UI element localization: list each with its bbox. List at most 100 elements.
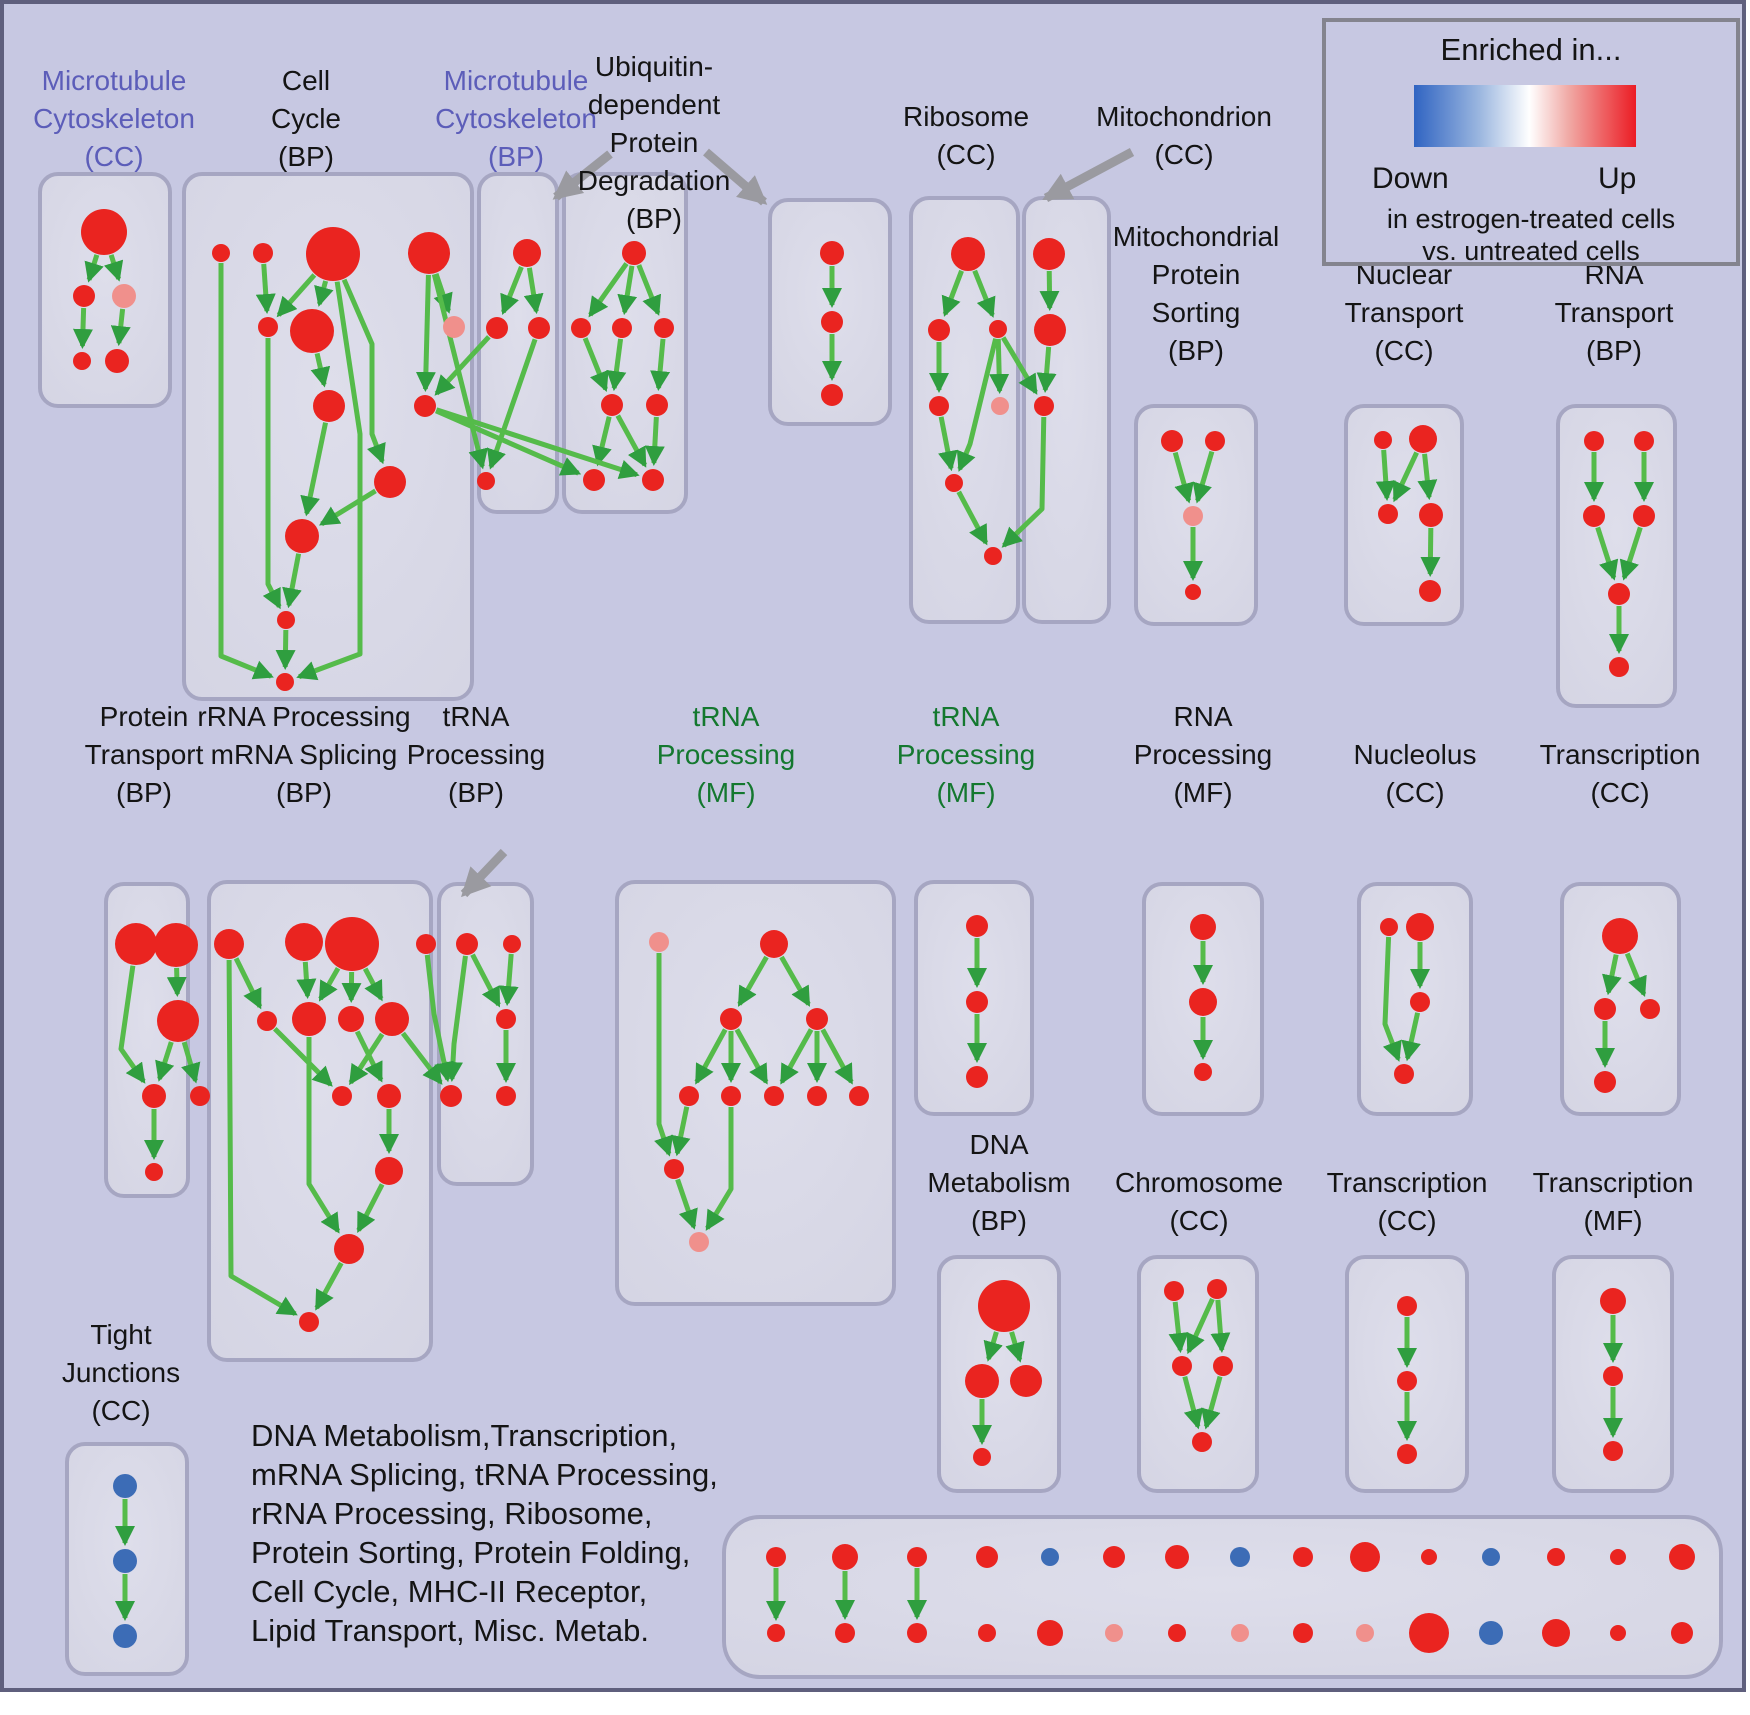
edge-cell-cycle-to-ubiq-1 <box>434 408 582 476</box>
group-label-rna-transport: RNA Transport (BP) <box>1404 256 1742 370</box>
group-label-line: (BP) <box>1586 335 1642 366</box>
go-term-node <box>807 1086 827 1106</box>
misc-category-list: DNA Metabolism,Transcription, mRNA Splici… <box>251 1416 811 1650</box>
group-label-line: Tight <box>90 1319 152 1350</box>
group-label-line: (CC) <box>1385 777 1445 808</box>
misc-category-line: Cell Cycle, MHC-II Receptor, <box>251 1574 648 1609</box>
edge-protein-transport <box>155 1041 175 1082</box>
group-label-line: (BP) <box>278 141 334 172</box>
edge-chromosome <box>1210 1299 1231 1354</box>
go-term-node <box>1603 1366 1623 1386</box>
group-label-mtc-cc: Microtubule Cytoskeleton (CC) <box>4 62 324 176</box>
edge-nuclear-transport <box>1420 527 1441 578</box>
go-term-node <box>285 519 319 553</box>
edge-mtc-bp <box>487 338 538 470</box>
group-label-line: RNA <box>1173 701 1233 732</box>
group-label-line: dependent <box>587 89 721 120</box>
go-term-node <box>299 1312 319 1332</box>
edge-rrna-mrna <box>273 1027 333 1087</box>
edge-cell-cycle <box>255 263 276 315</box>
edge-mtc-cc <box>72 307 93 350</box>
group-label-transcription-mf: Transcription (MF) <box>1403 1164 1742 1240</box>
group-label-line: Processing <box>406 739 546 770</box>
group-label-protein-transport: Protein Transport (BP) <box>4 698 354 812</box>
misc-category-line: rRNA Processing, Ribosome, <box>251 1496 653 1531</box>
go-term-node <box>720 1008 742 1030</box>
go-term-node <box>1183 506 1203 526</box>
edge-nucleolus <box>1382 936 1402 1062</box>
group-label-line: DNA <box>969 1129 1029 1160</box>
group-label-line: Protein <box>1151 259 1241 290</box>
edge-nuclear-transport <box>1375 449 1396 502</box>
go-term-node <box>1397 1444 1417 1464</box>
group-label-line: (BP) <box>448 777 504 808</box>
edge-trna-bp <box>498 953 519 1007</box>
go-term-node <box>375 1157 403 1185</box>
go-term-node <box>212 244 230 262</box>
go-term-node <box>820 241 844 265</box>
go-term-node <box>984 547 1002 565</box>
edge-chromosome <box>1186 1297 1215 1355</box>
group-label-line: Nucleolus <box>1353 739 1477 770</box>
go-term-node <box>622 241 646 265</box>
edge-protein-transport <box>118 965 146 1084</box>
edge-ribosome <box>938 416 958 472</box>
group-box-nuclear-transport <box>1344 404 1464 626</box>
go-term-node <box>416 934 436 954</box>
misc-category-line: DNA Metabolism,Transcription, <box>251 1418 678 1453</box>
go-term-node <box>1185 584 1201 600</box>
group-label-mito-sorting: Mitochondrial Protein Sorting (BP) <box>986 218 1406 370</box>
group-label-rrna-mrna: rRNA Processing mRNA Splicing (BP) <box>94 698 514 812</box>
go-term-node <box>285 923 323 961</box>
annotation-arrow-trna-bp-to-box <box>460 848 508 898</box>
edge-cell-cycle <box>319 488 377 527</box>
go-term-node <box>806 1008 828 1030</box>
edge-rrna-mrna <box>314 1261 344 1311</box>
go-term-node <box>277 611 295 629</box>
edge-mtc-bp-to-cell-cycle <box>434 335 491 396</box>
go-term-node <box>1293 1547 1313 1567</box>
go-term-node <box>338 1006 364 1032</box>
go-term-node <box>1374 431 1392 449</box>
edge-ubiq-1 <box>582 337 609 393</box>
go-term-node <box>81 209 127 255</box>
edge-cell-cycle <box>300 422 328 517</box>
group-label-dna-metabolism: DNA Metabolism (BP) <box>789 1126 1209 1240</box>
go-term-node <box>503 935 521 953</box>
edge-nucleolus <box>1401 1012 1421 1062</box>
group-label-transcription-cc-1: Transcription (CC) <box>1410 736 1742 812</box>
misc-category-line: Lipid Transport, Misc. Metab. <box>251 1613 649 1648</box>
go-term-node <box>1192 1432 1212 1452</box>
go-term-node <box>649 932 669 952</box>
go-term-node <box>414 395 436 417</box>
group-label-line: (CC) <box>1154 139 1214 170</box>
group-label-line: (MF) <box>1583 1205 1643 1236</box>
group-label-line: tRNA <box>442 701 510 732</box>
go-term-node <box>1409 1613 1449 1653</box>
edge-nuclear-transport <box>1392 451 1419 503</box>
edge-mito-sorting <box>1192 450 1215 504</box>
edge-ribosome <box>972 269 996 318</box>
edge-ubiq-1 <box>644 416 665 467</box>
edge-rrna-mrna <box>356 1183 385 1233</box>
network-svg <box>38 148 1723 1679</box>
group-label-line: Protein <box>609 127 699 158</box>
group-label-line: (BP) <box>626 203 682 234</box>
go-term-node <box>1230 1547 1250 1567</box>
go-term-node <box>1194 1063 1212 1081</box>
legend-title: Enriched in... <box>1440 32 1622 67</box>
group-label-line: Processing <box>656 739 796 770</box>
go-term-node <box>253 243 273 263</box>
go-term-node <box>1421 1549 1437 1565</box>
edge-mtc-cc <box>84 254 104 283</box>
go-term-node <box>642 469 664 491</box>
go-term-node <box>583 469 605 491</box>
go-term-node <box>760 930 788 958</box>
go-term-node <box>1603 1441 1623 1461</box>
edge-trna-mf-1 <box>734 1028 769 1085</box>
group-box-mtc-cc <box>38 172 172 408</box>
go-term-node <box>849 1086 869 1106</box>
go-term-node <box>1669 1544 1695 1570</box>
go-term-node <box>976 1546 998 1568</box>
edge-dna-metabolism <box>983 1331 1003 1362</box>
